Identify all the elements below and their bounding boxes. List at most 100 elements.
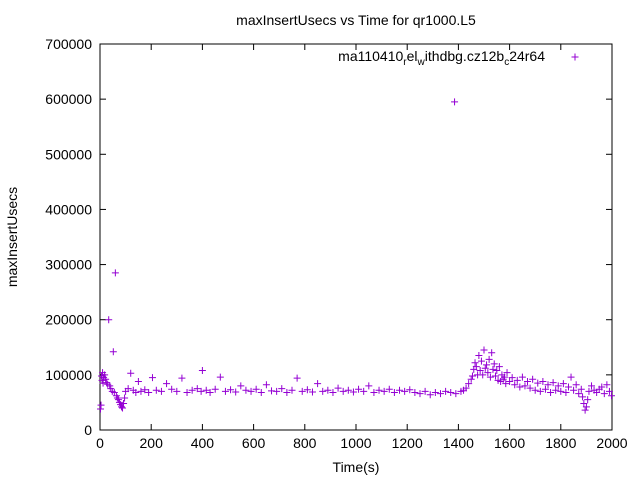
data-point [534, 379, 542, 387]
x-tick-label: 400 [191, 435, 215, 451]
data-point [426, 391, 434, 399]
data-point [211, 385, 219, 393]
data-point [547, 389, 555, 397]
data-point [198, 366, 206, 374]
data-point [411, 389, 419, 397]
data-point [480, 346, 488, 354]
data-point [283, 389, 291, 397]
data-point [483, 361, 491, 369]
data-point [148, 374, 156, 382]
data-point [97, 401, 105, 409]
data-point [493, 366, 501, 374]
data-point [557, 387, 565, 395]
data-point [127, 369, 135, 377]
data-point [227, 386, 235, 394]
data-point [524, 377, 532, 385]
data-point [575, 390, 583, 398]
data-point [486, 373, 494, 381]
data-point [396, 386, 404, 394]
data-point [581, 406, 589, 414]
data-point [529, 375, 537, 383]
data-point [481, 364, 489, 372]
data-point [349, 388, 357, 396]
data-point [401, 387, 409, 395]
legend: ma110410relwithdbg.cz12bc24r64 [338, 48, 579, 68]
data-point [477, 357, 485, 365]
y-tick-label: 200000 [45, 312, 92, 328]
data-point [380, 387, 388, 395]
data-point [121, 394, 129, 402]
data-point [183, 389, 191, 397]
data-point [344, 386, 352, 394]
plot-frame [99, 43, 613, 431]
data-point [202, 386, 210, 394]
data-point [442, 387, 450, 395]
data-point [447, 389, 455, 397]
data-point [385, 385, 393, 393]
data-point [600, 390, 608, 398]
data-point [511, 381, 519, 389]
legend-marker [571, 53, 579, 61]
data-point [168, 385, 176, 393]
legend-label-subscript: w [417, 57, 426, 68]
legend-label-subscript: c [504, 57, 509, 68]
legend-label-part: ma110410 [338, 48, 403, 64]
y-axis: 0 100000 200000 300000 400000 500000 600000 700… [45, 36, 612, 438]
chart-title: maxInsertUsecs vs Time for qr1000.L5 [236, 12, 476, 28]
data-point [293, 374, 301, 382]
data-point [232, 388, 240, 396]
data-point [465, 380, 473, 388]
data-point [598, 383, 606, 391]
data-point [324, 386, 332, 394]
data-point [521, 382, 529, 390]
data-point [476, 366, 484, 374]
data-point [152, 386, 160, 394]
x-tick-label: 800 [293, 435, 317, 451]
data-point [479, 371, 487, 379]
data-point [536, 387, 544, 395]
data-point [607, 392, 615, 400]
data-point [554, 382, 562, 390]
y-tick-label: 100000 [45, 367, 92, 383]
data-point [278, 385, 286, 393]
data-point [451, 98, 459, 106]
data-point [603, 381, 611, 389]
data-points [97, 98, 615, 414]
data-point [588, 382, 596, 390]
data-point [102, 375, 110, 383]
data-point [134, 377, 142, 385]
data-point [375, 386, 383, 394]
data-point [119, 404, 127, 412]
data-point [436, 390, 444, 398]
data-point [585, 387, 593, 395]
data-point [163, 380, 171, 388]
legend-label-part: 24r64 [509, 48, 545, 64]
data-point [157, 387, 165, 395]
data-point [334, 384, 342, 392]
data-point [298, 387, 306, 395]
data-point [490, 360, 498, 368]
data-point [273, 387, 281, 395]
data-point [111, 269, 119, 277]
y-tick-label: 300000 [45, 257, 92, 273]
data-point [500, 373, 508, 381]
data-point [541, 385, 549, 393]
data-point [103, 379, 111, 387]
data-point [552, 386, 560, 394]
data-point [308, 388, 316, 396]
x-axis: 0 200 400 600 800 1000 1200 1400 1600 1800 2000 [96, 44, 628, 451]
x-tick-label: 1600 [494, 435, 525, 451]
data-point [360, 387, 368, 395]
data-point [237, 382, 245, 390]
data-point [141, 386, 149, 394]
data-point [471, 359, 479, 367]
data-point [570, 386, 578, 394]
data-point [579, 393, 587, 401]
x-tick-label: 200 [140, 435, 164, 451]
data-point [132, 389, 140, 397]
data-point [549, 379, 557, 387]
data-point [262, 381, 270, 389]
x-tick-label: 1000 [340, 435, 371, 451]
data-point [109, 348, 117, 356]
